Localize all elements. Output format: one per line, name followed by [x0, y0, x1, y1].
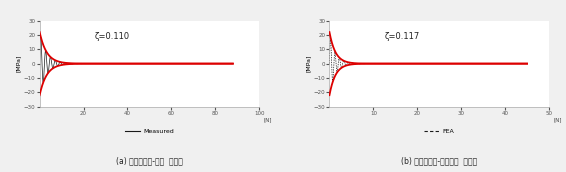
Y-axis label: [MPa]: [MPa]: [306, 55, 311, 72]
Text: ζ=0.117: ζ=0.117: [384, 32, 419, 41]
Text: [N]: [N]: [554, 117, 562, 122]
Legend: FEA: FEA: [424, 129, 454, 134]
Text: ζ=0.110: ζ=0.110: [95, 32, 130, 41]
Text: (b) 대수감쇄율-구조해서  데이터: (b) 대수감쇄율-구조해서 데이터: [401, 156, 477, 165]
Y-axis label: [MPa]: [MPa]: [16, 55, 21, 72]
Text: (a) 대수감쇄율-측정  데이터: (a) 대수감쇄율-측정 데이터: [116, 156, 183, 165]
Legend: Measured: Measured: [125, 129, 174, 134]
Text: [N]: [N]: [264, 117, 272, 122]
